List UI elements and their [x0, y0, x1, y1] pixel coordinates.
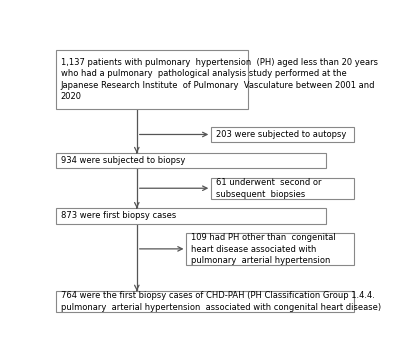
FancyBboxPatch shape: [56, 50, 248, 109]
FancyBboxPatch shape: [56, 291, 354, 312]
Text: 109 had PH other than  congenital
heart disease associated with
pulmonary  arter: 109 had PH other than congenital heart d…: [191, 233, 336, 265]
FancyBboxPatch shape: [186, 233, 354, 265]
FancyBboxPatch shape: [211, 178, 354, 199]
Text: 873 were first biopsy cases: 873 were first biopsy cases: [61, 212, 176, 221]
Text: 934 were subjected to biopsy: 934 were subjected to biopsy: [61, 156, 185, 165]
Text: 203 were subjected to autopsy: 203 were subjected to autopsy: [216, 130, 346, 139]
FancyBboxPatch shape: [211, 127, 354, 142]
FancyBboxPatch shape: [56, 208, 326, 223]
Text: 61 underwent  second or
subsequent  biopsies: 61 underwent second or subsequent biopsi…: [216, 178, 321, 199]
Text: 764 were the first biopsy cases of CHD-PAH (PH Classification Group 1.4.4.
pulmo: 764 were the first biopsy cases of CHD-P…: [61, 291, 381, 311]
Text: 1,137 patients with pulmonary  hypertension  (PH) aged less than 20 years
who ha: 1,137 patients with pulmonary hypertensi…: [61, 58, 378, 101]
FancyBboxPatch shape: [56, 153, 326, 168]
